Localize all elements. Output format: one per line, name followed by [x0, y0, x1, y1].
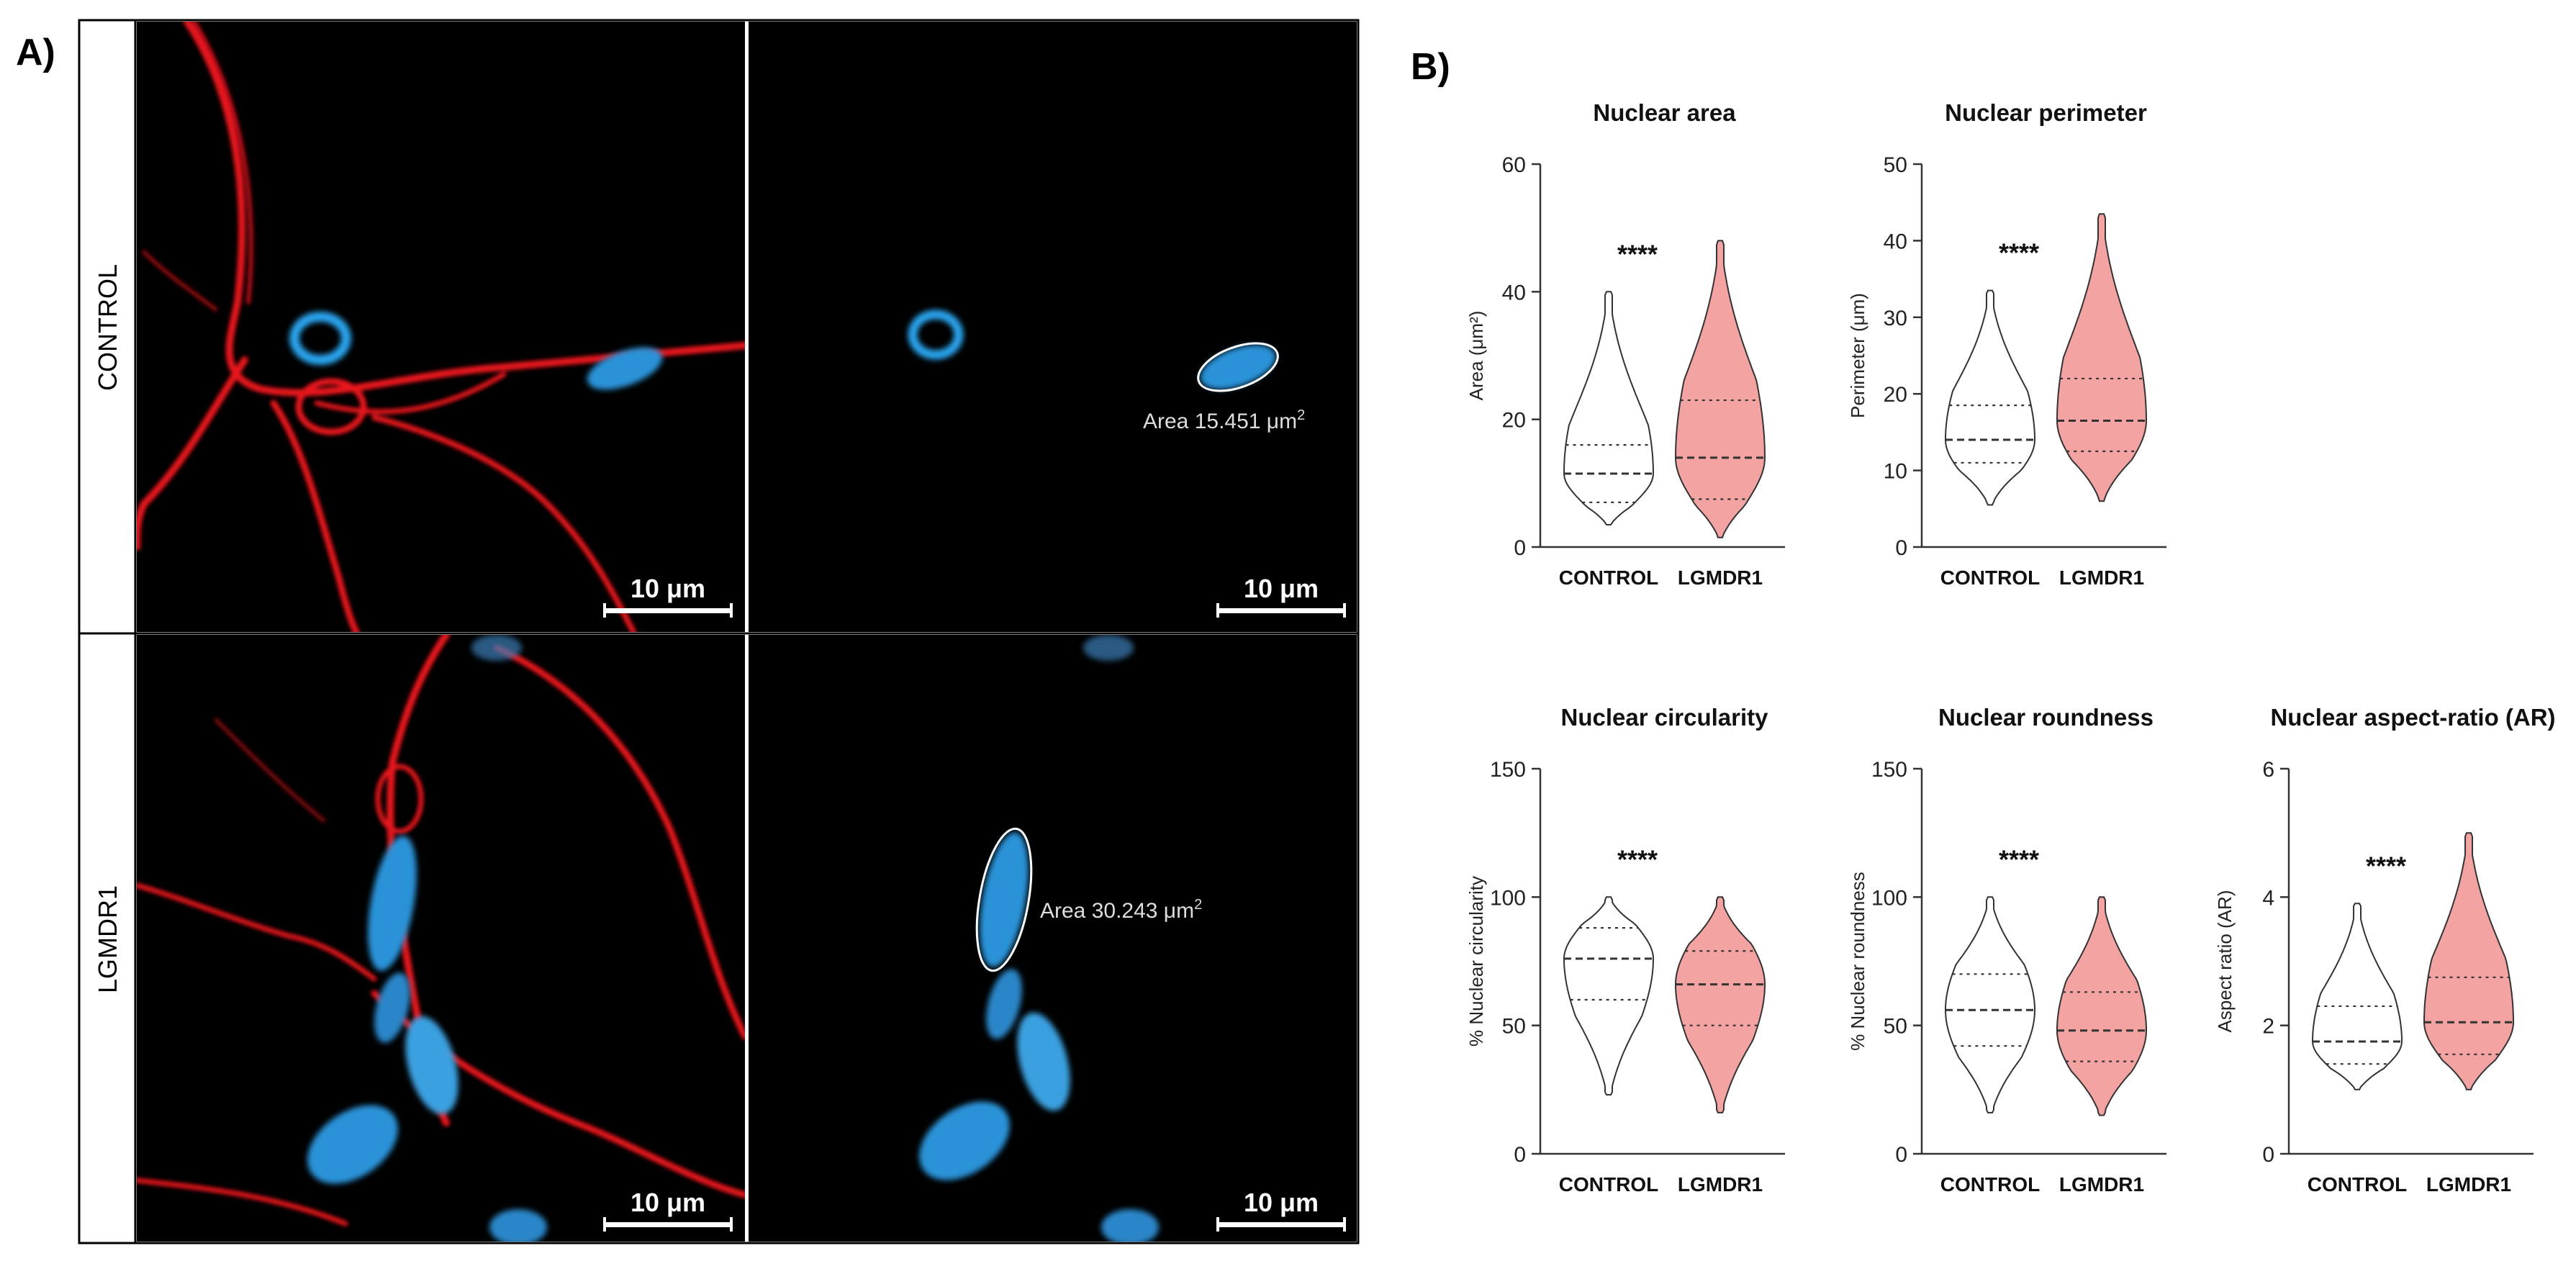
significance-marker: **** [1617, 844, 1658, 874]
y-axis-label: % Nuclear roundness [1847, 872, 1868, 1051]
micrograph-lgmdr1-merged [137, 635, 745, 1242]
y-tick-label: 0 [2262, 1143, 2274, 1167]
violin-control [1945, 896, 2035, 1113]
violin-lgmdr1 [1675, 896, 1766, 1113]
significance-marker: **** [1617, 239, 1658, 268]
x-category-label: LGMDR1 [2059, 566, 2144, 589]
x-category-label: LGMDR1 [2426, 1173, 2511, 1196]
scale-bar-lgmdr1-nuclei: 10 μm [1216, 1188, 1346, 1232]
y-tick-label: 6 [2262, 758, 2274, 782]
y-axis-label: % Nuclear circularity [1465, 876, 1487, 1047]
y-tick-label: 2 [2262, 1015, 2274, 1039]
svg-text:10 μm: 10 μm [631, 1188, 705, 1217]
x-category-label: CONTROL [1940, 566, 2040, 589]
chart-title: Nuclear roundness [1938, 704, 2154, 731]
y-tick-label: 40 [1502, 281, 1526, 304]
y-axis-label: Perimeter (μm) [1847, 293, 1868, 418]
x-category-label: CONTROL [1940, 1173, 2040, 1196]
violin-chart-3: Nuclear circularity 0 50 100 150 % Nuclear ci… [1465, 704, 1785, 1196]
row-label-lgmdr1: LGMDR1 [93, 885, 122, 993]
y-tick-label: 0 [1514, 536, 1526, 560]
micrograph-lgmdr1-nuclei [749, 635, 1357, 1242]
violin-control [1945, 289, 2035, 506]
violin-lgmdr1 [1674, 240, 1766, 538]
violin-control [1563, 291, 1655, 525]
y-axis-label: Area (μm²) [1465, 311, 1487, 401]
y-tick-label: 100 [1490, 886, 1526, 910]
svg-text:10 μm: 10 μm [1244, 574, 1319, 603]
x-category-label: LGMDR1 [1678, 1173, 1763, 1196]
area-annotation-control: Area 15.451 μm2 [1143, 407, 1305, 433]
significance-marker: **** [2366, 851, 2406, 880]
violin-chart-4: Nuclear roundness 0 50 100 150 % Nuclear roun… [1847, 704, 2166, 1196]
y-tick-label: 100 [1871, 886, 1907, 910]
y-tick-label: 50 [1502, 1015, 1526, 1039]
scale-bar-control-nuclei: 10 μm [1216, 574, 1346, 618]
y-tick-label: 0 [1514, 1143, 1526, 1167]
chart-title: Nuclear perimeter [1945, 99, 2147, 126]
y-tick-label: 10 [1884, 460, 1907, 484]
area-annotation-lgmdr1: Area 30.243 μm2 [1040, 897, 1202, 923]
y-tick-label: 150 [1490, 758, 1526, 782]
scale-bar-control-merged: 10 μm [603, 574, 733, 618]
violin-lgmdr1 [2423, 832, 2514, 1090]
violin-chart-2: Nuclear perimeter 0 10 20 30 40 50 Perimeter (μ… [1847, 99, 2166, 589]
y-tick-label: 150 [1871, 758, 1907, 782]
x-category-label: LGMDR1 [1678, 566, 1763, 589]
panel-a-label: A) [16, 32, 55, 73]
y-tick-label: 40 [1884, 230, 1907, 253]
x-category-label: LGMDR1 [2059, 1173, 2144, 1196]
chart-title: Nuclear circularity [1561, 704, 1769, 731]
y-tick-label: 4 [2262, 886, 2274, 910]
y-axis-label: Aspect ratio (AR) [2214, 890, 2236, 1033]
panel-b-label: B) [1411, 46, 1450, 88]
violin-chart-5: Nuclear aspect-ratio (AR) 0 2 4 6 Aspect rati… [2214, 704, 2556, 1196]
violin-lgmdr1 [2056, 213, 2148, 502]
violin-control [2312, 903, 2403, 1090]
x-category-label: CONTROL [1559, 566, 1658, 589]
svg-text:10 μm: 10 μm [631, 574, 705, 603]
significance-marker: **** [1999, 238, 2039, 268]
micrograph-control-nuclei [749, 22, 1357, 632]
y-tick-label: 0 [1895, 536, 1907, 560]
x-category-label: CONTROL [1559, 1173, 1658, 1196]
violin-lgmdr1 [2056, 896, 2147, 1116]
y-tick-label: 30 [1884, 307, 1907, 330]
y-tick-label: 60 [1502, 153, 1526, 177]
x-category-label: CONTROL [2308, 1173, 2407, 1196]
y-tick-label: 20 [1884, 383, 1907, 407]
y-tick-label: 50 [1884, 1015, 1907, 1039]
y-tick-label: 50 [1884, 153, 1907, 177]
violin-chart-1: Nuclear area 0 20 40 60 Area (μm²) CONTROL LGMD… [1465, 99, 1785, 589]
y-tick-label: 0 [1895, 1143, 1907, 1167]
violin-control [1563, 896, 1655, 1095]
row-label-control: CONTROL [93, 264, 122, 391]
y-tick-label: 20 [1502, 409, 1526, 433]
svg-text:10 μm: 10 μm [1244, 1188, 1319, 1217]
scale-bar-lgmdr1-merged: 10 μm [603, 1188, 733, 1232]
chart-title: Nuclear aspect-ratio (AR) [2270, 704, 2555, 731]
panel-b-violin-charts: B) Nuclear area 0 20 40 60 Area (μm²) CONTROL L… [1396, 0, 2576, 1270]
significance-marker: **** [1999, 844, 2039, 874]
chart-title: Nuclear area [1593, 99, 1736, 126]
panel-a-micrographs: A) CONTROL LGMDR1 [16, 19, 1360, 1244]
